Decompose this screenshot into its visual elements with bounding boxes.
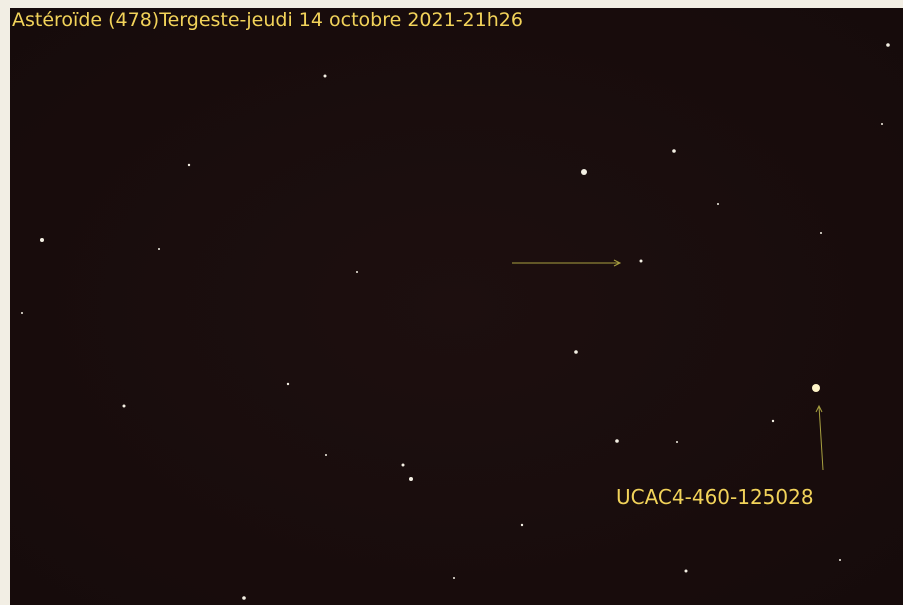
star — [521, 524, 523, 526]
star — [453, 577, 455, 579]
star — [287, 383, 289, 385]
night-sky — [10, 8, 903, 605]
star — [574, 350, 578, 354]
star — [820, 232, 822, 234]
page: Astéroïde (478)Tergeste-jeudi 14 octobre… — [0, 0, 903, 605]
star — [158, 248, 160, 250]
star — [402, 464, 405, 467]
target-star — [812, 384, 820, 392]
star — [325, 454, 327, 456]
star — [409, 477, 413, 481]
star — [40, 238, 44, 242]
asteroid — [640, 260, 643, 263]
star — [21, 312, 23, 314]
star-label: UCAC4-460-125028 — [616, 485, 814, 509]
star — [123, 405, 126, 408]
star — [772, 420, 774, 422]
photo-title: Astéroïde (478)Tergeste-jeudi 14 octobre… — [12, 9, 523, 31]
star — [581, 169, 587, 175]
star — [685, 570, 688, 573]
star — [672, 149, 676, 153]
star — [188, 164, 190, 166]
star — [615, 439, 619, 443]
star — [324, 75, 327, 78]
star — [881, 123, 883, 125]
star — [242, 596, 246, 600]
star — [886, 43, 890, 47]
photo-frame: Astéroïde (478)Tergeste-jeudi 14 octobre… — [0, 0, 903, 605]
star — [839, 559, 841, 561]
star — [676, 441, 678, 443]
star — [356, 271, 358, 273]
star — [717, 203, 719, 205]
